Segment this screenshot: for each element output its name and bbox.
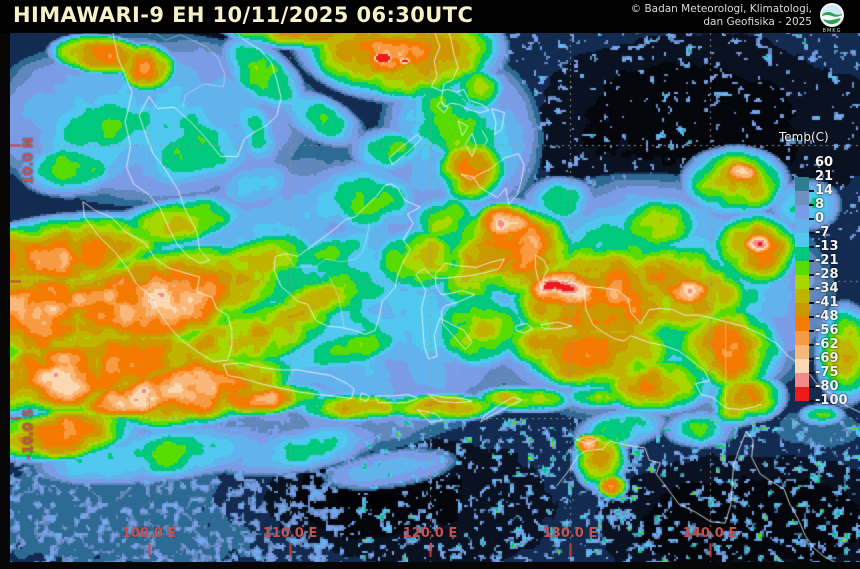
colorbar-tick-mark [809,372,814,374]
colorbar-tick-label: -21 [815,253,839,268]
colorbar-segment [795,233,809,247]
map-border-left [0,0,10,569]
map-border-bottom [0,562,860,569]
image-title: HIMAWARI-9 EH 10/11/2025 06:30UTC [13,3,474,27]
colorbar-tick-mark [809,218,814,220]
colorbar-tick-mark [809,176,814,178]
latitude-label: -10.0 S [21,408,37,460]
bmkg-logo: BMKG [817,2,847,34]
colorbar-tick-mark [809,344,814,346]
colorbar-tick-label: -13 [815,239,839,254]
longitude-label: 140.0 E [682,526,738,541]
colorbar-tick-label: 60 [815,155,834,170]
colorbar-tick-mark [809,274,814,276]
colorbar-tick-label: -56 [815,323,839,338]
colorbar-tick-label: 14 [815,183,834,198]
colorbar-tick-mark [809,358,814,360]
colorbar-segment [795,289,809,303]
colorbar-segment [795,275,809,289]
colorbar-segment [795,205,809,219]
colorbar-tick-label: -34 [815,281,839,296]
colorbar-tick-mark [809,316,814,318]
colorbar-tick-mark [809,204,814,206]
colorbar-tick-label: -48 [815,309,839,324]
colorbar-tick-mark [809,260,814,262]
colorbar-tick-label: 8 [815,197,825,212]
colorbar-segment [795,331,809,345]
title-bar: HIMAWARI-9 EH 10/11/2025 06:30UTC © Bada… [0,0,860,34]
colorbar-segment [795,317,809,331]
colorbar-tick-label: -28 [815,267,839,282]
colorbar-segment [795,247,809,261]
colorbar-segment [795,359,809,373]
latitude-label: 10.0 N [21,137,37,185]
colorbar-tick-mark [809,232,814,234]
colorbar-tick-label: -80 [815,379,839,394]
longitude-label: 130.0 E [542,526,598,541]
longitude-label: 110.0 E [262,526,318,541]
colorbar-tick-label: -62 [815,337,839,352]
longitude-label: 120.0 E [402,526,458,541]
colorbar-tick-mark [809,400,814,402]
colorbar-tick-mark [809,246,814,248]
colorbar-segment [795,191,809,205]
colorbar-tick-mark [809,288,814,290]
colorbar-tick-label: -69 [815,351,839,366]
colorbar-tick-mark [809,302,814,304]
colorbar-tick-label: -7 [815,225,830,240]
colorbar-tick-label: 21 [815,169,834,184]
colorbar-tick-label: 0 [815,211,825,226]
credit-line2: dan Geofisika - 2025 [703,16,812,28]
longitude-label: 100.0 E [121,526,177,541]
colorbar-tick-label: -75 [815,365,839,380]
temperature-colorbar [795,177,809,401]
colorbar-tick-label: -100 [815,393,848,408]
colorbar-segment [795,373,809,387]
colorbar-tick-label: -41 [815,295,839,310]
bmkg-logo-caption: BMKG [822,28,842,34]
bmkg-logo-icon [820,3,844,27]
credit-line1: © Badan Meteorologi, Klimatologi, [630,3,812,15]
colorbar-segment [795,345,809,359]
colorbar-tick-mark [809,386,814,388]
colorbar-tick-mark [809,330,814,332]
colorbar-segment [795,303,809,317]
colorbar-unit-label: Temp(C) [779,130,829,144]
credit-text: © Badan Meteorologi, Klimatologi, dan Ge… [631,3,812,29]
colorbar-segment [795,261,809,275]
colorbar-segment [795,177,809,191]
colorbar-tick-mark [809,190,814,192]
colorbar-segment [795,387,809,401]
colorbar-segment [795,219,809,233]
